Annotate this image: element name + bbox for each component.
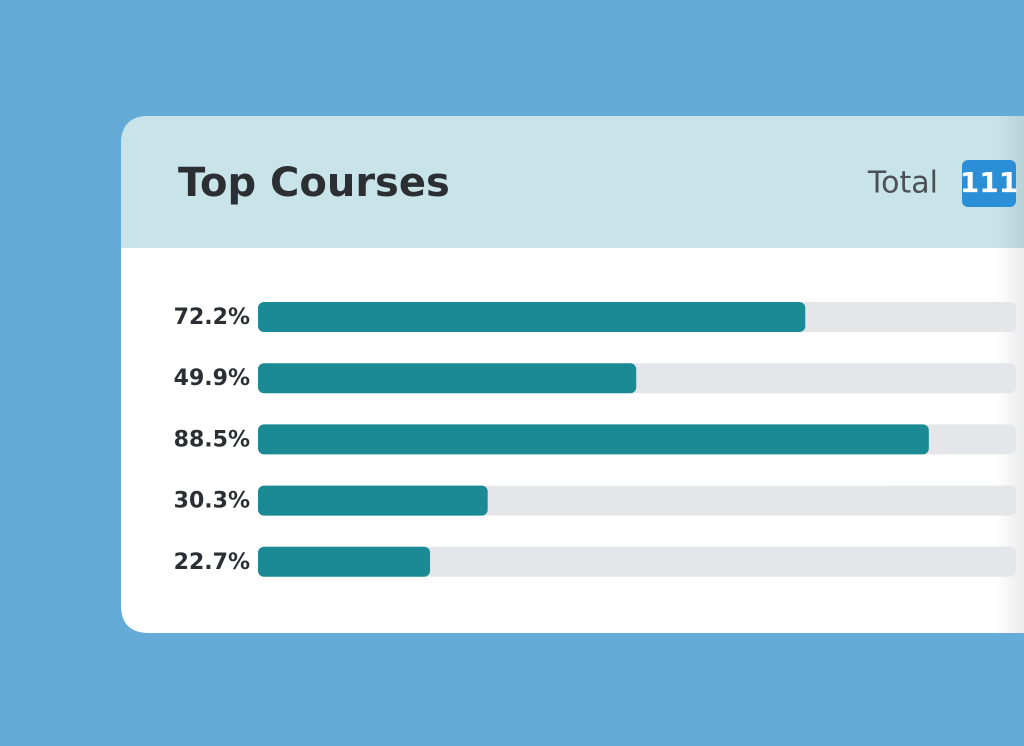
- bar-label: 22.7%: [174, 550, 250, 575]
- card-title: Top Courses: [178, 160, 450, 206]
- bar-track: [258, 546, 1016, 577]
- card-header: [121, 116, 1024, 248]
- bar-label: 30.3%: [174, 489, 250, 514]
- bar-label: 72.2%: [174, 305, 250, 330]
- total-label: Total: [867, 166, 938, 201]
- bar: [258, 546, 431, 577]
- bar: [258, 302, 806, 332]
- bar: [258, 424, 929, 455]
- bar: [258, 363, 637, 394]
- total-count: 111: [960, 166, 1018, 199]
- bar: [258, 485, 488, 516]
- total-badge: [962, 160, 1016, 207]
- bar-label: 49.9%: [174, 366, 250, 391]
- bar-list: 72.2% 49.9% 88.5% 30.3% 22.7%: [174, 302, 1016, 577]
- bar-label: 88.5%: [174, 427, 250, 452]
